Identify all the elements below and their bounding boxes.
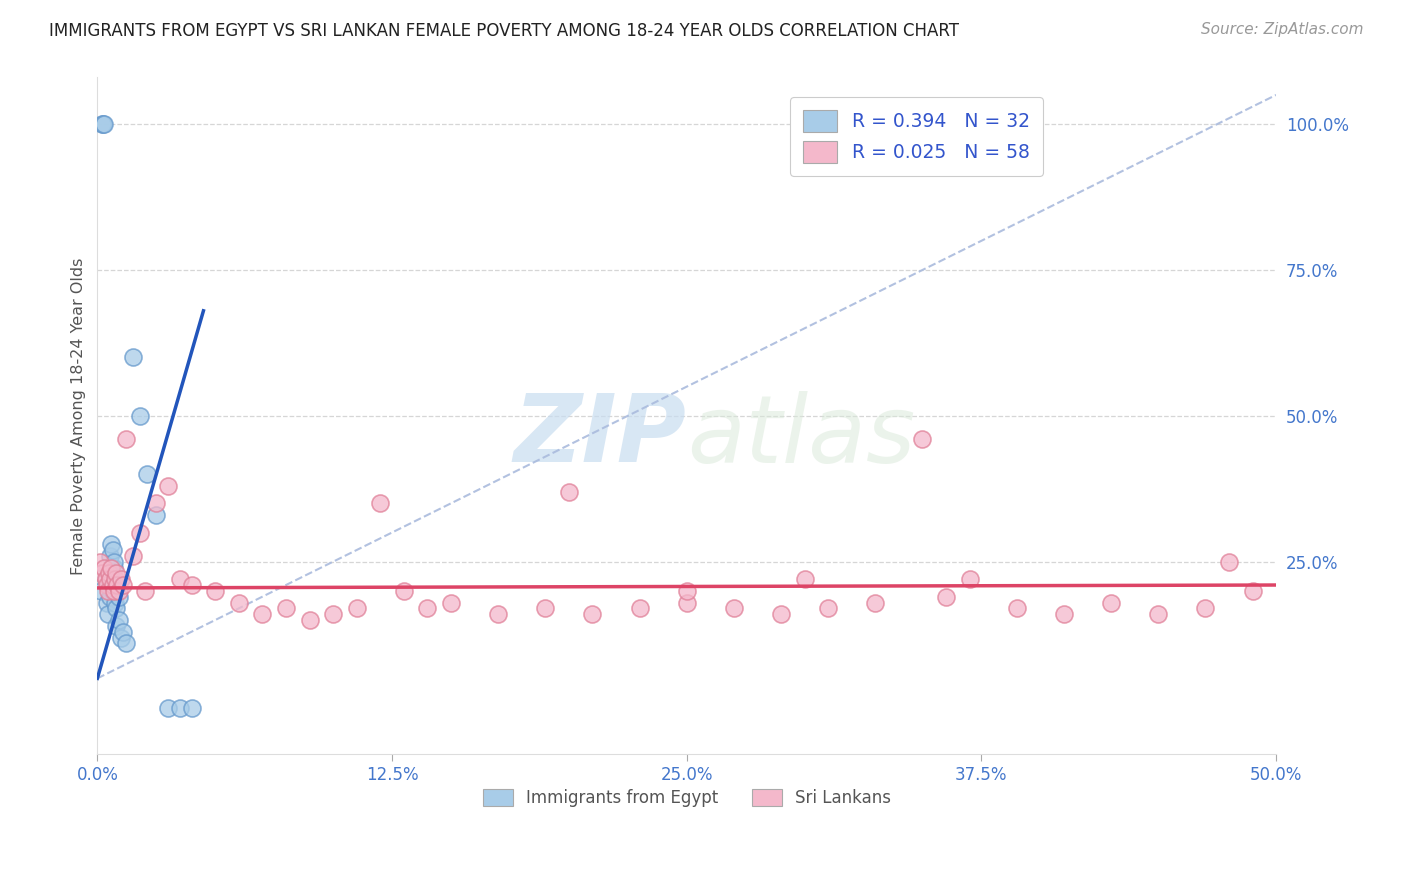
Point [89, 555, 111, 569]
Point [581, 607, 603, 622]
Point [180, 700, 202, 714]
Point [98, 578, 121, 592]
Point [98, 572, 121, 586]
Point [959, 572, 981, 586]
Point [1218, 555, 1240, 569]
Point [769, 607, 792, 622]
Point [110, 572, 132, 586]
Point [100, 537, 122, 551]
Point [101, 578, 124, 592]
Point [104, 572, 127, 586]
Point [105, 578, 128, 592]
Point [368, 496, 391, 510]
Point [416, 601, 439, 615]
Point [98, 566, 121, 581]
Point [91, 117, 114, 131]
Text: atlas: atlas [686, 391, 915, 482]
Point [675, 583, 697, 598]
Point [114, 432, 136, 446]
Point [274, 601, 297, 615]
Point [628, 601, 651, 615]
Point [1241, 583, 1264, 598]
Point [911, 432, 934, 446]
Point [134, 583, 156, 598]
Point [97, 583, 120, 598]
Point [346, 601, 368, 615]
Text: ZIP: ZIP [513, 390, 686, 483]
Point [793, 572, 815, 586]
Point [121, 549, 143, 563]
Point [1147, 607, 1170, 622]
Point [94, 572, 117, 586]
Point [1194, 601, 1216, 615]
Point [105, 601, 128, 615]
Point [723, 601, 745, 615]
Point [145, 496, 167, 510]
Point [145, 508, 167, 522]
Point [107, 590, 129, 604]
Point [104, 595, 127, 609]
Point [935, 590, 957, 604]
Point [103, 583, 125, 598]
Point [98, 590, 121, 604]
Point [180, 578, 202, 592]
Point [675, 595, 697, 609]
Point [93, 117, 115, 131]
Point [112, 578, 135, 592]
Point [93, 560, 115, 574]
Legend: Immigrants from Egypt, Sri Lankans: Immigrants from Egypt, Sri Lankans [477, 782, 897, 814]
Point [1005, 601, 1028, 615]
Point [121, 351, 143, 365]
Point [105, 619, 128, 633]
Point [128, 525, 150, 540]
Point [90, 583, 112, 598]
Point [101, 583, 124, 598]
Point [103, 560, 125, 574]
Point [252, 607, 274, 622]
Point [94, 572, 117, 586]
Point [169, 572, 191, 586]
Point [100, 560, 122, 574]
Point [96, 578, 118, 592]
Point [817, 601, 839, 615]
Point [98, 549, 121, 563]
Point [110, 631, 132, 645]
Point [96, 595, 118, 609]
Point [112, 624, 135, 639]
Point [91, 566, 114, 581]
Point [90, 117, 112, 131]
Point [157, 700, 180, 714]
Point [1099, 595, 1122, 609]
Point [128, 409, 150, 423]
Point [157, 479, 180, 493]
Point [204, 583, 226, 598]
Point [105, 578, 128, 592]
Text: IMMIGRANTS FROM EGYPT VS SRI LANKAN FEMALE POVERTY AMONG 18-24 YEAR OLDS CORRELA: IMMIGRANTS FROM EGYPT VS SRI LANKAN FEMA… [49, 22, 959, 40]
Point [865, 595, 887, 609]
Point [440, 595, 463, 609]
Point [101, 543, 124, 558]
Point [392, 583, 415, 598]
Text: Source: ZipAtlas.com: Source: ZipAtlas.com [1201, 22, 1364, 37]
Point [135, 467, 157, 482]
Point [298, 613, 321, 627]
Point [97, 607, 120, 622]
Point [228, 595, 250, 609]
Point [114, 636, 136, 650]
Point [1053, 607, 1076, 622]
Point [107, 613, 129, 627]
Point [107, 583, 129, 598]
Point [105, 566, 128, 581]
Point [169, 700, 191, 714]
Point [558, 484, 581, 499]
Point [534, 601, 557, 615]
Point [103, 555, 125, 569]
Point [322, 607, 344, 622]
Point [486, 607, 509, 622]
Y-axis label: Female Poverty Among 18-24 Year Olds: Female Poverty Among 18-24 Year Olds [72, 257, 86, 574]
Point [100, 566, 122, 581]
